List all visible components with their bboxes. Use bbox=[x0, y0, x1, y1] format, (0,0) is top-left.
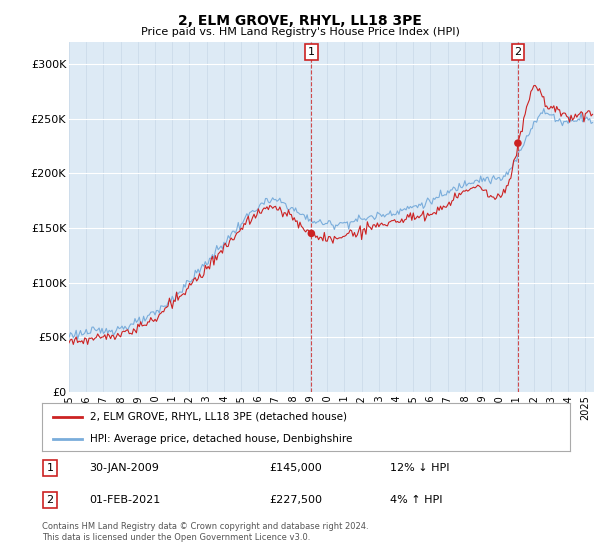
Point bbox=[307, 229, 316, 238]
Text: 2, ELM GROVE, RHYL, LL18 3PE (detached house): 2, ELM GROVE, RHYL, LL18 3PE (detached h… bbox=[89, 412, 347, 422]
Text: £145,000: £145,000 bbox=[269, 463, 322, 473]
Text: 12% ↓ HPI: 12% ↓ HPI bbox=[391, 463, 450, 473]
Text: Contains HM Land Registry data © Crown copyright and database right 2024.: Contains HM Land Registry data © Crown c… bbox=[42, 522, 368, 531]
Text: 1: 1 bbox=[308, 47, 315, 57]
Text: 01-FEB-2021: 01-FEB-2021 bbox=[89, 495, 161, 505]
Text: 30-JAN-2009: 30-JAN-2009 bbox=[89, 463, 160, 473]
Text: 2, ELM GROVE, RHYL, LL18 3PE: 2, ELM GROVE, RHYL, LL18 3PE bbox=[178, 14, 422, 28]
Text: 4% ↑ HPI: 4% ↑ HPI bbox=[391, 495, 443, 505]
Text: This data is licensed under the Open Government Licence v3.0.: This data is licensed under the Open Gov… bbox=[42, 533, 310, 542]
Text: 2: 2 bbox=[46, 495, 53, 505]
Point bbox=[513, 139, 523, 148]
Text: 1: 1 bbox=[46, 463, 53, 473]
Text: 2: 2 bbox=[514, 47, 521, 57]
Text: £227,500: £227,500 bbox=[269, 495, 322, 505]
Text: Price paid vs. HM Land Registry's House Price Index (HPI): Price paid vs. HM Land Registry's House … bbox=[140, 27, 460, 37]
Text: HPI: Average price, detached house, Denbighshire: HPI: Average price, detached house, Denb… bbox=[89, 434, 352, 444]
